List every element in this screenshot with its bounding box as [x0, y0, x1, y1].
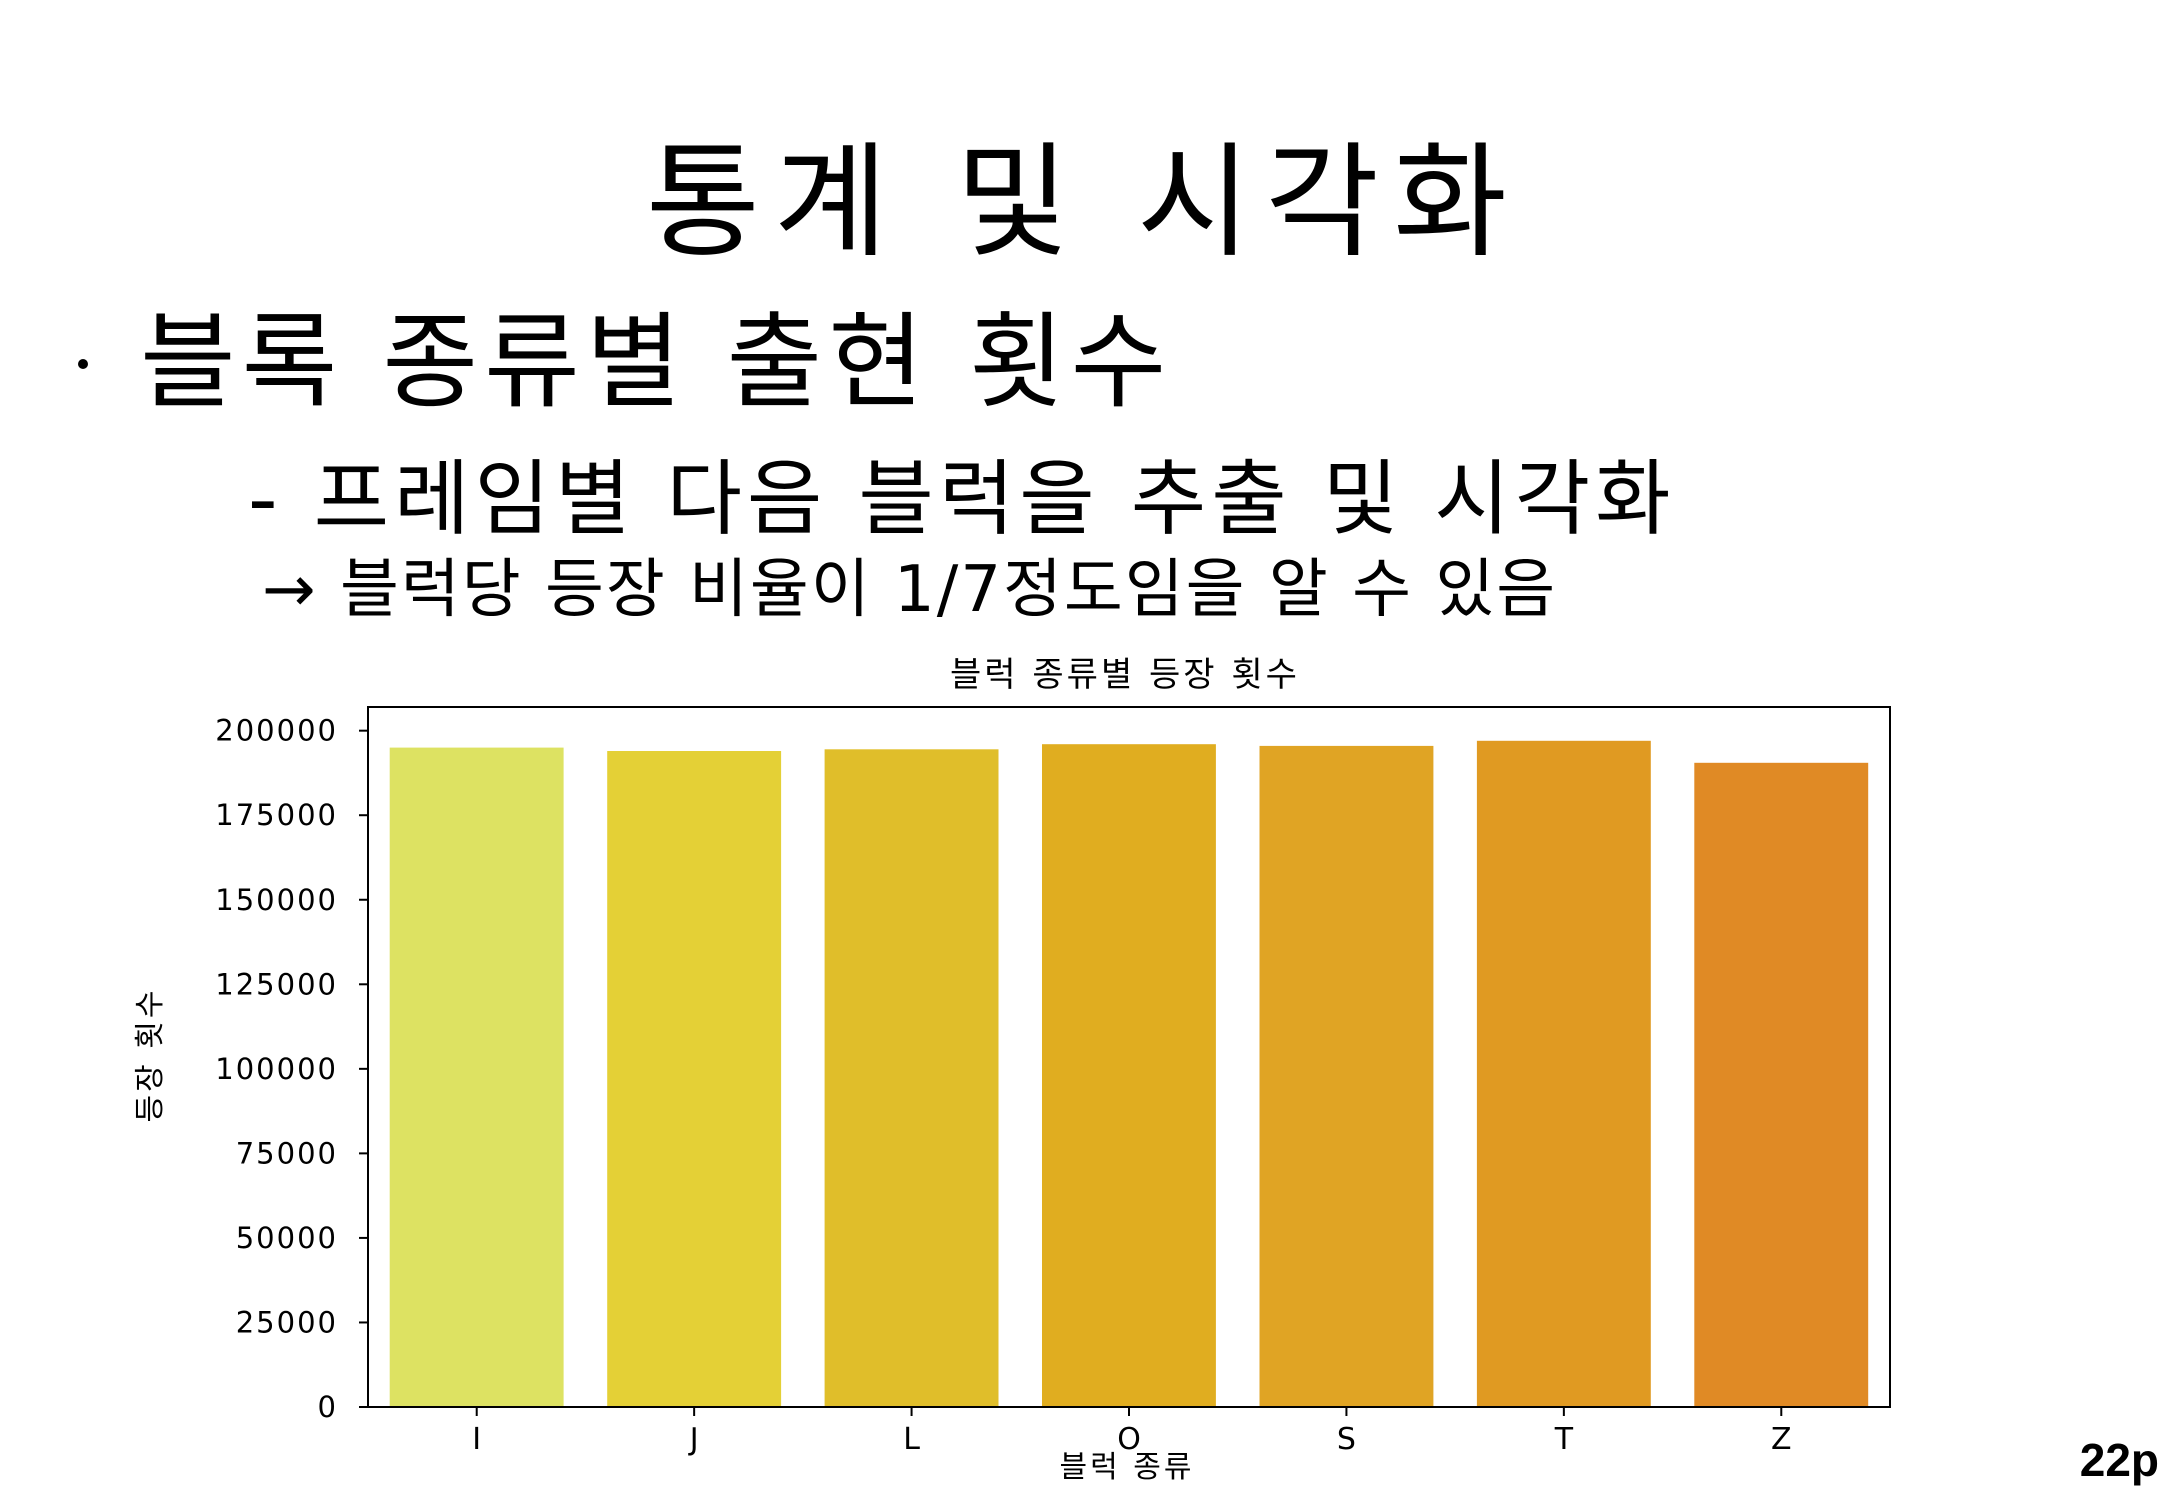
- bar-O: [1042, 744, 1216, 1407]
- x-tick-label: T: [1554, 1422, 1574, 1457]
- sub-bullet-text: - 프레임별 다음 블럭을 추출 및 시각화: [248, 452, 1676, 547]
- x-tick-label: J: [688, 1422, 699, 1457]
- bar-I: [389, 747, 564, 1407]
- x-tick-label: I: [472, 1422, 481, 1457]
- bar-T: [1476, 740, 1651, 1407]
- bar-S: [1259, 745, 1434, 1407]
- y-tick-label: 200000: [215, 714, 338, 748]
- x-tick-label: S: [1337, 1422, 1356, 1457]
- y-axis-label: 등장 횟수: [133, 988, 168, 1123]
- bar-L: [824, 749, 999, 1407]
- y-tick-label: 75000: [236, 1136, 338, 1170]
- arrow-note-text: → 블럭당 등장 비율이 1/7정도임을 알 수 있음: [262, 553, 1558, 627]
- y-tick-label: 150000: [215, 883, 338, 917]
- y-tick-label: 175000: [215, 798, 338, 832]
- y-axis-ticks: 0 25000 50000 75000 100000 125000 150000 175000…: [215, 714, 368, 1424]
- chart-title: 블럭 종류별 등장 횟수: [950, 655, 1300, 695]
- x-tick-label: L: [903, 1422, 920, 1457]
- bar-J: [607, 751, 782, 1407]
- y-tick-label: 25000: [236, 1305, 338, 1339]
- x-tick-label: Z: [1771, 1422, 1792, 1457]
- bar-Z: [1694, 762, 1869, 1407]
- page-number: 22p: [2079, 1434, 2159, 1486]
- bullet-text: 블록 종류별 출현 횟수: [140, 301, 1173, 423]
- y-tick-label: 50000: [236, 1221, 338, 1255]
- slide-title: 통계 및 시각화: [645, 131, 1522, 275]
- x-tick-label: O: [1117, 1422, 1141, 1457]
- y-tick-label: 100000: [215, 1052, 338, 1086]
- bullet-item: 블록 종류별 출현 횟수: [78, 300, 1172, 424]
- plot-frame: [367, 706, 1891, 1408]
- bars-group: [389, 740, 1869, 1407]
- y-tick-label: 125000: [215, 967, 338, 1001]
- y-tick-label: 0: [318, 1390, 338, 1424]
- x-axis-label: 블럭 종류: [1060, 1450, 1195, 1485]
- bullet-dot-icon: [78, 358, 88, 369]
